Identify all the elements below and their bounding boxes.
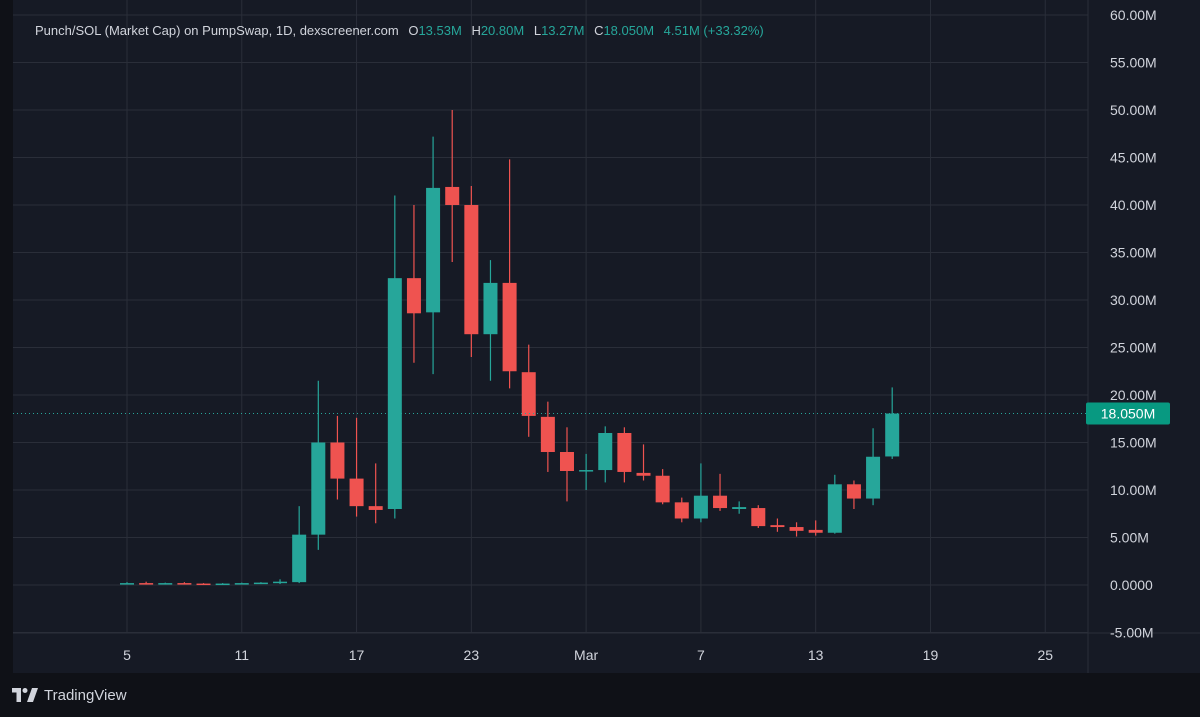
low-label: L [533, 23, 542, 38]
candle-body [139, 583, 154, 585]
candle-body [693, 495, 708, 519]
symbol-title: Punch/SOL (Market Cap) on PumpSwap, 1D, … [35, 23, 399, 38]
candle-body [483, 282, 498, 335]
high-label: H [471, 23, 481, 38]
candle-body [866, 456, 881, 499]
low-value: 13.27M [541, 23, 585, 38]
x-tick-label: 17 [349, 647, 365, 663]
candle-body [789, 527, 804, 531]
footer: TradingView [12, 684, 127, 706]
last-price-label: 18.050M [1101, 406, 1155, 422]
open-value: 13.53M [418, 23, 462, 38]
close-value: 18.050M [603, 23, 655, 38]
candle-body [617, 433, 632, 472]
change-value: 4.51M (+33.32%) [663, 23, 764, 38]
candle-body [426, 187, 441, 313]
candle-body [120, 583, 134, 585]
x-tick-label: 11 [235, 647, 250, 663]
candle-body [885, 413, 900, 457]
tradingview-brand[interactable]: TradingView [44, 686, 127, 704]
y-tick-label: 50.00M [1110, 102, 1157, 118]
candle-body [311, 442, 326, 535]
chart-legend: Punch/SOL (Market Cap) on PumpSwap, 1D, … [35, 23, 764, 38]
x-tick-label: 13 [808, 647, 824, 663]
candle-body [158, 583, 173, 585]
candle-body [273, 581, 288, 584]
y-tick-label: 30.00M [1110, 292, 1157, 308]
candle-body [368, 506, 383, 510]
chart-panel[interactable]: -5.00M 0.0000 5.00M 10.00M 15.00M 20.00M 25.00… [13, 0, 1200, 673]
candle-body [655, 475, 670, 503]
candle-body [559, 452, 574, 471]
candle-body [215, 583, 230, 586]
candle-body [502, 282, 517, 372]
y-tick-label: 25.00M [1110, 340, 1157, 356]
candle-body [406, 278, 421, 314]
last-price-badge [1086, 402, 1170, 425]
candle-body [598, 433, 613, 471]
y-tick-label: 5.00M [1110, 530, 1149, 546]
y-tick-label: 0.0000 [1110, 577, 1153, 593]
y-tick-label: 60.00M [1110, 7, 1157, 23]
candle-body [521, 372, 536, 416]
candle-body [827, 484, 842, 533]
candle-body [196, 583, 211, 586]
candle-body [579, 470, 594, 472]
candle-body [445, 186, 460, 205]
candle-body [292, 534, 307, 583]
y-tick-label: 45.00M [1110, 150, 1157, 166]
candle-body [751, 508, 766, 527]
candle-body [713, 495, 728, 509]
y-tick-label: 10.00M [1110, 482, 1157, 498]
y-tick-label: 15.00M [1110, 435, 1157, 451]
x-tick-label: 19 [923, 647, 939, 663]
candle-body [808, 529, 823, 533]
candle-body [253, 582, 268, 585]
x-tick-label: Mar [574, 647, 598, 663]
candle-body [732, 507, 747, 509]
candle-body [234, 583, 249, 585]
y-tick-label: 40.00M [1110, 197, 1157, 213]
candle-body [349, 478, 364, 507]
candle-body [177, 583, 192, 585]
y-tick-label: -5.00M [1110, 625, 1154, 641]
open-label: O [408, 23, 419, 38]
candle-body [636, 472, 651, 476]
candle-body [464, 205, 479, 335]
close-label: C [594, 23, 604, 38]
x-tick-label: 23 [464, 647, 480, 663]
y-tick-label: 20.00M [1110, 387, 1157, 403]
candle-body [770, 525, 785, 528]
y-tick-label: 55.00M [1110, 55, 1157, 71]
candle-body [330, 442, 345, 479]
high-value: 20.80M [480, 23, 525, 38]
x-tick-label: 7 [697, 647, 705, 663]
candle-body [540, 416, 555, 452]
candle-body [674, 502, 689, 519]
candle-body [387, 278, 402, 509]
x-tick-label: 5 [123, 647, 131, 663]
candle-body [846, 484, 861, 499]
tradingview-logo-icon[interactable] [12, 688, 38, 702]
y-tick-label: 35.00M [1110, 245, 1157, 261]
x-tick-label: 25 [1037, 647, 1053, 663]
candlestick-chart[interactable]: -5.00M 0.0000 5.00M 10.00M 15.00M 20.00M 25.00… [13, 0, 1200, 673]
